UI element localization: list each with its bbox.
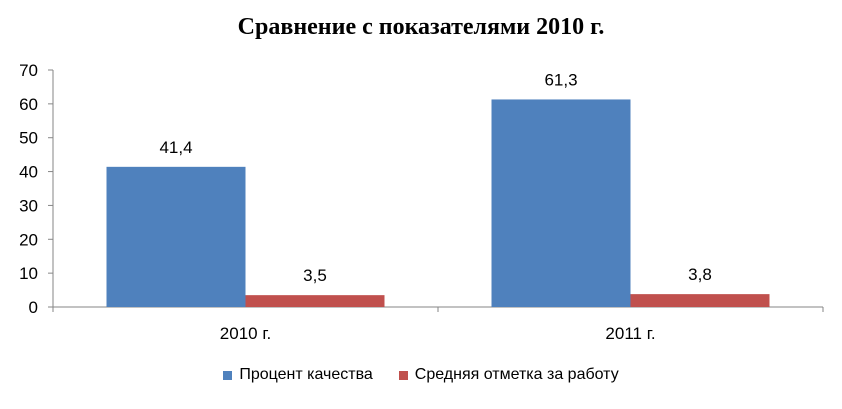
bar <box>491 99 631 307</box>
y-tick-label: 10 <box>19 264 38 283</box>
y-tick-label: 60 <box>19 95 38 114</box>
data-labels: 41,4 3,5 61,3 3,8 <box>159 70 711 285</box>
y-tick-label: 20 <box>19 230 38 249</box>
y-tick-label: 50 <box>19 129 38 148</box>
data-label: 41,4 <box>159 138 192 157</box>
y-tick-label: 30 <box>19 196 38 215</box>
legend-item-average-grade: Средняя отметка за работу <box>398 366 619 384</box>
y-tick-label: 70 <box>19 61 38 80</box>
y-axis: 0 10 20 30 40 50 60 70 <box>19 61 54 317</box>
x-tick-label: 2010 г. <box>220 324 271 343</box>
bar <box>106 166 246 307</box>
legend-item-quality: Процент качества <box>223 366 373 384</box>
bar <box>245 295 385 307</box>
data-label: 61,3 <box>544 70 577 89</box>
bar <box>630 294 770 307</box>
x-tick-label: 2011 г. <box>605 324 655 343</box>
legend-label-average-grade: Средняя отметка за работу <box>414 366 619 383</box>
x-axis: 2010 г. 2011 г. <box>52 306 824 343</box>
bars <box>106 99 770 307</box>
legend: Процент качества Средняя отметка за рабо… <box>0 366 842 384</box>
data-label: 3,8 <box>688 265 712 284</box>
legend-swatch-quality <box>223 370 233 380</box>
chart-title: Сравнение с показателями 2010 г. <box>237 14 605 40</box>
legend-swatch-average-grade <box>398 370 408 380</box>
data-label: 3,5 <box>303 266 327 285</box>
y-tick-label: 0 <box>29 298 38 317</box>
y-tick-label: 40 <box>19 163 38 182</box>
legend-label-quality: Процент качества <box>239 366 373 383</box>
